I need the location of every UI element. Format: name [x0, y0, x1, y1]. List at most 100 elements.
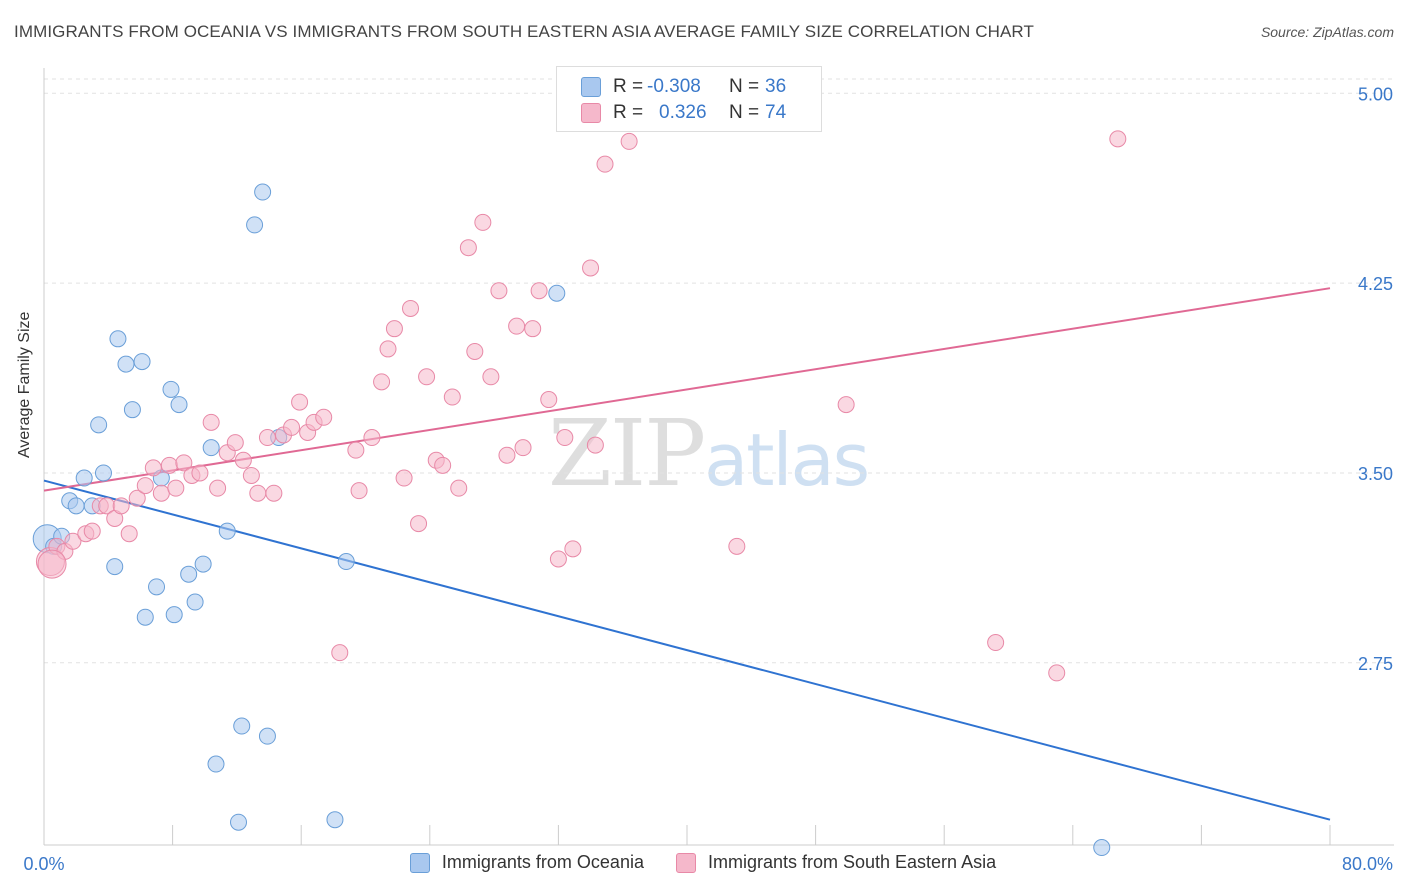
data-point [152, 484, 170, 502]
data-point [167, 479, 185, 497]
series-legend-oceania[interactable]: Immigrants from Oceania [409, 852, 644, 873]
data-point [162, 380, 180, 398]
data-point [508, 317, 526, 335]
data-point [837, 396, 855, 414]
data-point [1093, 839, 1111, 857]
data-point [490, 282, 508, 300]
y-axis-label: Average Family Size [16, 311, 33, 458]
x-tick-label: 80.0% [1342, 854, 1393, 874]
trend-line [43, 479, 1331, 821]
series-swatch-oceania [409, 852, 430, 873]
data-point [596, 155, 614, 173]
legend-r-value: 0.326 [659, 102, 707, 123]
source-label: Source: ZipAtlas.com [1260, 24, 1394, 40]
data-point [75, 469, 93, 487]
data-point [230, 813, 248, 831]
legend-r-label: R = [613, 76, 644, 97]
watermark-zip: ZIP [548, 400, 706, 507]
data-point [90, 416, 108, 434]
data-point [326, 811, 344, 829]
data-point [331, 644, 349, 662]
data-point [209, 479, 227, 497]
data-point [315, 408, 333, 426]
data-point [170, 396, 188, 414]
data-point [254, 183, 272, 201]
data-point [148, 578, 166, 596]
data-point [556, 429, 574, 447]
data-point [202, 413, 220, 431]
data-point [283, 418, 301, 436]
data-point [117, 355, 135, 373]
y-tick-label: 2.75 [1358, 654, 1393, 674]
data-point [482, 368, 500, 386]
data-point [337, 553, 355, 571]
y-tick-label: 5.00 [1358, 84, 1393, 104]
data-point [191, 464, 209, 482]
series-legend: Immigrants from Oceania Immigrants from … [0, 852, 1406, 873]
data-point [540, 391, 558, 409]
data-point [249, 484, 267, 502]
series-legend-sea[interactable]: Immigrants from South Eastern Asia [675, 852, 997, 873]
data-point [136, 477, 154, 495]
data-point [109, 330, 127, 348]
trend-lines [43, 287, 1331, 821]
data-point [363, 429, 381, 447]
data-point [549, 550, 567, 568]
data-point [548, 284, 566, 302]
data-point [180, 565, 198, 583]
data-point [564, 540, 582, 558]
data-point [242, 466, 260, 484]
data-point [582, 259, 600, 277]
chart-title: IMMIGRANTS FROM OCEANIA VS IMMIGRANTS FR… [14, 22, 1034, 41]
trend-line [43, 287, 1331, 492]
legend-r-label: R = [613, 102, 644, 123]
data-point [347, 441, 365, 459]
data-point [233, 717, 251, 735]
data-point [410, 515, 428, 533]
data-point [133, 353, 151, 371]
data-point [291, 393, 309, 411]
data-points [32, 130, 1127, 857]
data-point [194, 555, 212, 573]
data-point [1048, 664, 1066, 682]
data-point [379, 340, 397, 358]
legend-n-value: 36 [765, 76, 787, 97]
grid-lines [44, 78, 1394, 664]
data-point [175, 454, 193, 472]
y-tick-label: 3.50 [1358, 464, 1393, 484]
y-tick-labels: 2.75 3.50 4.25 5.00 [1358, 84, 1393, 673]
axes [43, 68, 1394, 846]
data-point [265, 484, 283, 502]
data-point [530, 282, 548, 300]
data-point [620, 132, 638, 150]
data-point [207, 755, 225, 773]
data-point [402, 299, 420, 317]
data-point [67, 497, 85, 515]
data-point [385, 320, 403, 338]
data-point [83, 522, 101, 540]
data-point [474, 213, 492, 231]
watermark: ZIPatlas [548, 400, 870, 507]
series-label-oceania: Immigrants from Oceania [441, 852, 644, 872]
data-point [524, 320, 542, 338]
x-tick-label: 0.0% [23, 854, 64, 874]
data-point [434, 456, 452, 474]
legend-n-label: N = [729, 102, 760, 123]
data-point [728, 537, 746, 555]
data-point [112, 497, 130, 515]
x-tick-labels: 0.0% 80.0% [23, 854, 1393, 874]
series-label-sea: Immigrants from South Eastern Asia [707, 852, 997, 872]
data-point [186, 593, 204, 611]
data-point [258, 727, 276, 745]
y-tick-label: 4.25 [1358, 274, 1393, 294]
data-point [1109, 130, 1127, 148]
data-point [350, 482, 368, 500]
data-point [443, 388, 461, 406]
data-point [202, 439, 220, 457]
data-point [395, 469, 413, 487]
data-point [418, 368, 436, 386]
legend-row-oceania: R = -0.308 N = 36 [581, 76, 786, 98]
data-point [514, 439, 532, 457]
data-point [128, 489, 146, 507]
data-point [123, 401, 141, 419]
